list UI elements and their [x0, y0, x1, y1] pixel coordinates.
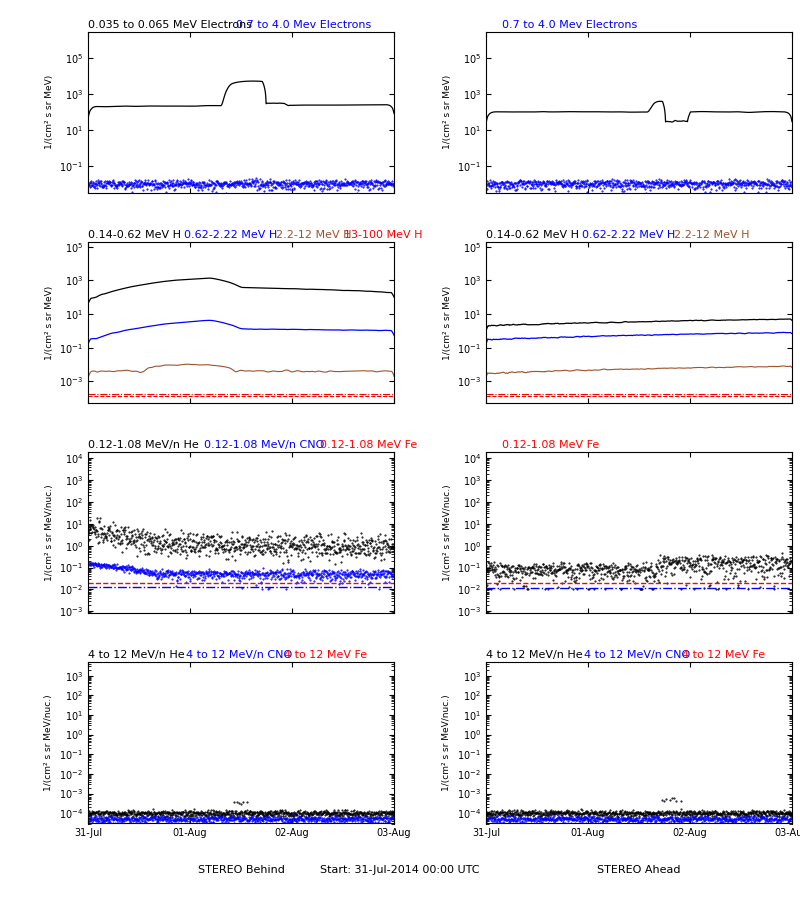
Text: Start: 31-Jul-2014 00:00 UTC: Start: 31-Jul-2014 00:00 UTC [320, 865, 480, 875]
Text: 0.12-1.08 MeV Fe: 0.12-1.08 MeV Fe [502, 440, 599, 450]
Y-axis label: 1/(cm² s sr MeV): 1/(cm² s sr MeV) [45, 76, 54, 149]
Text: 4 to 12 MeV/n CNO: 4 to 12 MeV/n CNO [584, 651, 690, 661]
Text: 2.2-12 MeV H: 2.2-12 MeV H [276, 230, 351, 240]
Text: 13-100 MeV H: 13-100 MeV H [344, 230, 422, 240]
Text: 4 to 12 MeV/n CNO: 4 to 12 MeV/n CNO [186, 651, 293, 661]
Text: 0.14-0.62 MeV H: 0.14-0.62 MeV H [88, 230, 181, 240]
Text: 0.7 to 4.0 Mev Electrons: 0.7 to 4.0 Mev Electrons [236, 20, 371, 30]
Text: 0.12-1.08 MeV/n He: 0.12-1.08 MeV/n He [88, 440, 198, 450]
Text: 4 to 12 MeV Fe: 4 to 12 MeV Fe [284, 651, 367, 661]
Text: 2.2-12 MeV H: 2.2-12 MeV H [674, 230, 750, 240]
Text: 0.62-2.22 MeV H: 0.62-2.22 MeV H [184, 230, 278, 240]
Text: 4 to 12 MeV/n He: 4 to 12 MeV/n He [88, 651, 185, 661]
Y-axis label: 1/(cm² s sr MeV/nuc.): 1/(cm² s sr MeV/nuc.) [442, 484, 451, 580]
Text: STEREO Ahead: STEREO Ahead [598, 865, 681, 875]
Text: 0.12-1.08 MeV/n CNO: 0.12-1.08 MeV/n CNO [204, 440, 324, 450]
Y-axis label: 1/(cm² s sr MeV/nuc.): 1/(cm² s sr MeV/nuc.) [442, 695, 451, 791]
Text: 4 to 12 MeV/n He: 4 to 12 MeV/n He [486, 651, 582, 661]
Text: 0.035 to 0.065 MeV Electrons: 0.035 to 0.065 MeV Electrons [88, 20, 252, 30]
Text: 0.7 to 4.0 Mev Electrons: 0.7 to 4.0 Mev Electrons [502, 20, 637, 30]
Text: 0.12-1.08 MeV Fe: 0.12-1.08 MeV Fe [320, 440, 418, 450]
Y-axis label: 1/(cm² s sr MeV): 1/(cm² s sr MeV) [45, 285, 54, 360]
Y-axis label: 1/(cm² s sr MeV/nuc.): 1/(cm² s sr MeV/nuc.) [44, 695, 54, 791]
Text: STEREO Behind: STEREO Behind [198, 865, 285, 875]
Text: 0.62-2.22 MeV H: 0.62-2.22 MeV H [582, 230, 675, 240]
Y-axis label: 1/(cm² s sr MeV): 1/(cm² s sr MeV) [442, 285, 451, 360]
Y-axis label: 1/(cm² s sr MeV/nuc.): 1/(cm² s sr MeV/nuc.) [45, 484, 54, 580]
Text: 4 to 12 MeV Fe: 4 to 12 MeV Fe [682, 651, 765, 661]
Y-axis label: 1/(cm² s sr MeV): 1/(cm² s sr MeV) [442, 76, 452, 149]
Text: 0.14-0.62 MeV H: 0.14-0.62 MeV H [486, 230, 579, 240]
